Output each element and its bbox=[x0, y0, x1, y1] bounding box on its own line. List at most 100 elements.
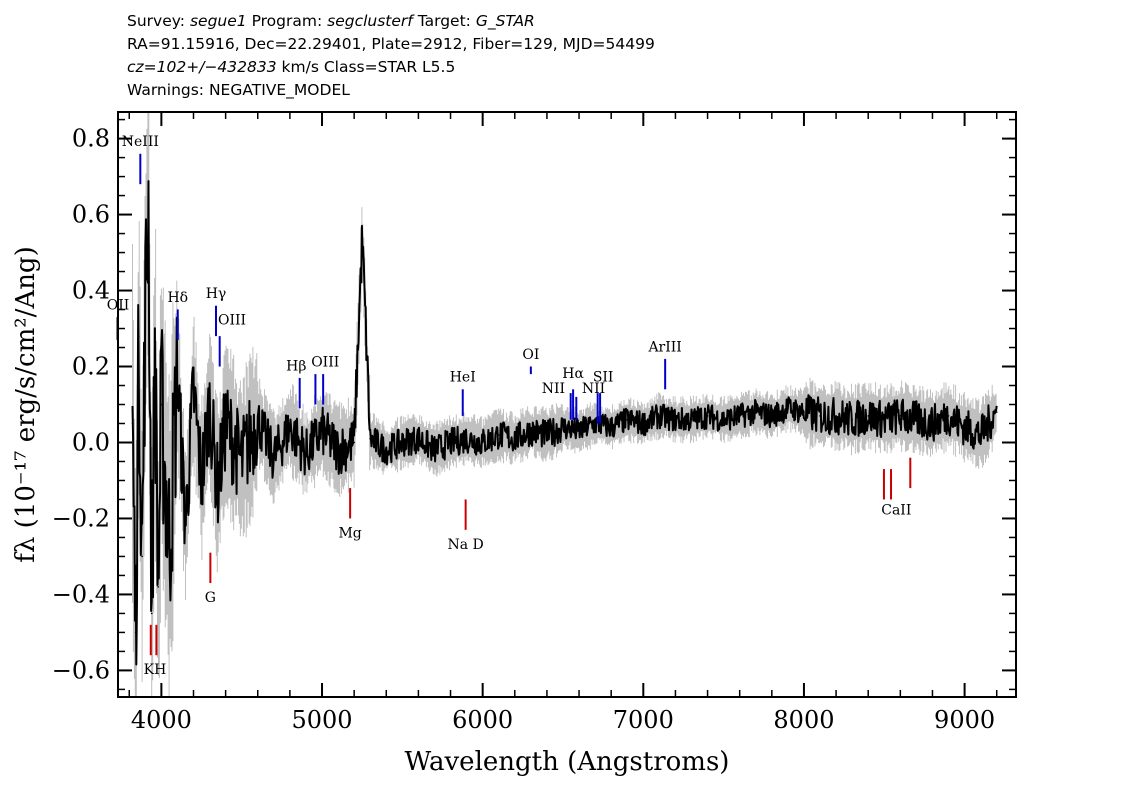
x-axis-ticks: 4000 5000 6000 7000 8000 9000 bbox=[128, 112, 998, 734]
spectral-line-label: OI bbox=[522, 347, 539, 363]
flux-point bbox=[417, 437, 420, 440]
spectral-line-label: ArIII bbox=[647, 339, 681, 355]
flux-point bbox=[594, 422, 596, 425]
y-tick-label: 0.6 bbox=[72, 201, 110, 229]
spectral-line-label: CaII bbox=[881, 503, 911, 519]
flux-point bbox=[141, 555, 143, 558]
flux-point bbox=[963, 426, 966, 429]
flux-point bbox=[176, 373, 179, 375]
x-tick-label: 4000 bbox=[131, 706, 192, 734]
spectral-line-label: NII bbox=[542, 381, 565, 397]
flux-point bbox=[899, 415, 902, 417]
flux-point bbox=[134, 631, 137, 634]
y-axis-title: fλ (10⁻¹⁷ erg/s/cm²/Ang) bbox=[11, 246, 41, 562]
flux-point bbox=[385, 449, 388, 451]
flux-point bbox=[154, 346, 156, 349]
target-label: Target: bbox=[417, 12, 471, 30]
program-value: segclusterf bbox=[327, 12, 413, 30]
x-tick-label: 7000 bbox=[613, 706, 674, 734]
redshift-value: cz=102+/−432833 bbox=[127, 58, 277, 76]
spectral-line-label: NeIII bbox=[122, 134, 159, 150]
flux-point bbox=[131, 422, 134, 425]
flux-point bbox=[626, 418, 629, 421]
flux-point bbox=[481, 441, 484, 444]
spectral-line-label: NII bbox=[582, 381, 605, 397]
x-axis-title: Wavelength (Angstroms) bbox=[405, 747, 730, 777]
y-tick-label: 0.8 bbox=[72, 125, 110, 153]
flux-point bbox=[722, 418, 725, 421]
spectral-line-label: OIII bbox=[311, 355, 339, 371]
flux-point bbox=[160, 403, 163, 406]
y-tick-label: −0.6 bbox=[52, 656, 110, 684]
flux-series-layer bbox=[131, 180, 998, 666]
class-value: km/s Class=STAR L5.5 bbox=[281, 58, 456, 76]
flux-point bbox=[883, 418, 886, 421]
y-tick-label: −0.2 bbox=[52, 504, 110, 532]
flux-point bbox=[658, 415, 661, 417]
spectral-line-label: Hα bbox=[562, 366, 584, 382]
flux-point bbox=[144, 308, 147, 311]
flux-point bbox=[321, 430, 323, 432]
flux-error-strokes bbox=[132, 112, 997, 697]
flux-point bbox=[208, 403, 211, 406]
header-line-redshift: cz=102+/−432833 km/s Class=STAR L5.5 bbox=[127, 56, 655, 79]
flux-point bbox=[273, 456, 275, 459]
survey-value: segue1 bbox=[189, 12, 247, 30]
target-value: G_STAR bbox=[475, 12, 535, 30]
flux-point bbox=[931, 422, 934, 425]
y-tick-label: 0.0 bbox=[72, 428, 110, 456]
flux-point bbox=[433, 449, 436, 451]
flux-point bbox=[706, 415, 709, 417]
spectral-line-label: Hβ bbox=[286, 358, 306, 374]
flux-point bbox=[513, 437, 516, 440]
flux-point bbox=[562, 426, 564, 429]
spectrum-header: Survey: segue1 Program: segclusterf Targ… bbox=[127, 10, 655, 102]
spectral-line-label: SII bbox=[593, 370, 614, 386]
flux-point bbox=[305, 453, 307, 455]
x-tick-label: 9000 bbox=[934, 706, 995, 734]
flux-point bbox=[192, 388, 195, 391]
spectral-line-label: KH bbox=[144, 662, 167, 678]
header-line-warnings: Warnings: NEGATIVE_MODEL bbox=[127, 81, 350, 99]
spectral-line-label: Hγ bbox=[206, 286, 227, 302]
spectral-line-label: HeI bbox=[450, 370, 476, 386]
flux-point bbox=[867, 415, 870, 417]
flux-point bbox=[361, 236, 363, 239]
header-line-coordinates: RA=91.15916, Dec=22.29401, Plate=2912, F… bbox=[127, 35, 655, 53]
flux-point bbox=[819, 415, 821, 417]
spectral-line-label: OIII bbox=[218, 313, 246, 329]
flux-point bbox=[995, 411, 998, 413]
flux-point bbox=[157, 586, 159, 588]
survey-label: Survey: bbox=[127, 12, 186, 30]
flux-point bbox=[449, 441, 452, 444]
flux-point bbox=[200, 479, 203, 482]
flux-point bbox=[771, 415, 773, 417]
flux-point bbox=[353, 441, 355, 444]
flux-point bbox=[240, 460, 243, 463]
flux-point bbox=[465, 437, 468, 440]
program-label: Program: bbox=[251, 12, 323, 30]
flux-point bbox=[150, 612, 153, 615]
flux-point bbox=[642, 422, 645, 425]
flux-point bbox=[401, 441, 404, 444]
flux-point bbox=[787, 407, 789, 410]
x-tick-label: 6000 bbox=[452, 706, 513, 734]
flux-series-line bbox=[131, 180, 998, 666]
flux-point bbox=[138, 335, 140, 337]
header-line-survey: Survey: segue1 Program: segclusterf Targ… bbox=[127, 10, 655, 33]
flux-point bbox=[546, 434, 548, 436]
flux-error-band bbox=[132, 112, 997, 697]
flux-point bbox=[289, 426, 291, 429]
flux-point bbox=[256, 418, 259, 421]
flux-point bbox=[754, 411, 757, 413]
y-tick-label: −0.4 bbox=[52, 580, 110, 608]
flux-point bbox=[147, 206, 150, 208]
spectral-line-label: G bbox=[205, 590, 216, 606]
flux-point bbox=[674, 418, 677, 421]
y-tick-label: 0.2 bbox=[72, 353, 110, 381]
flux-point bbox=[851, 418, 853, 421]
spectral-line-label: Hδ bbox=[167, 290, 188, 306]
x-tick-label: 8000 bbox=[773, 706, 834, 734]
flux-point bbox=[979, 434, 982, 436]
